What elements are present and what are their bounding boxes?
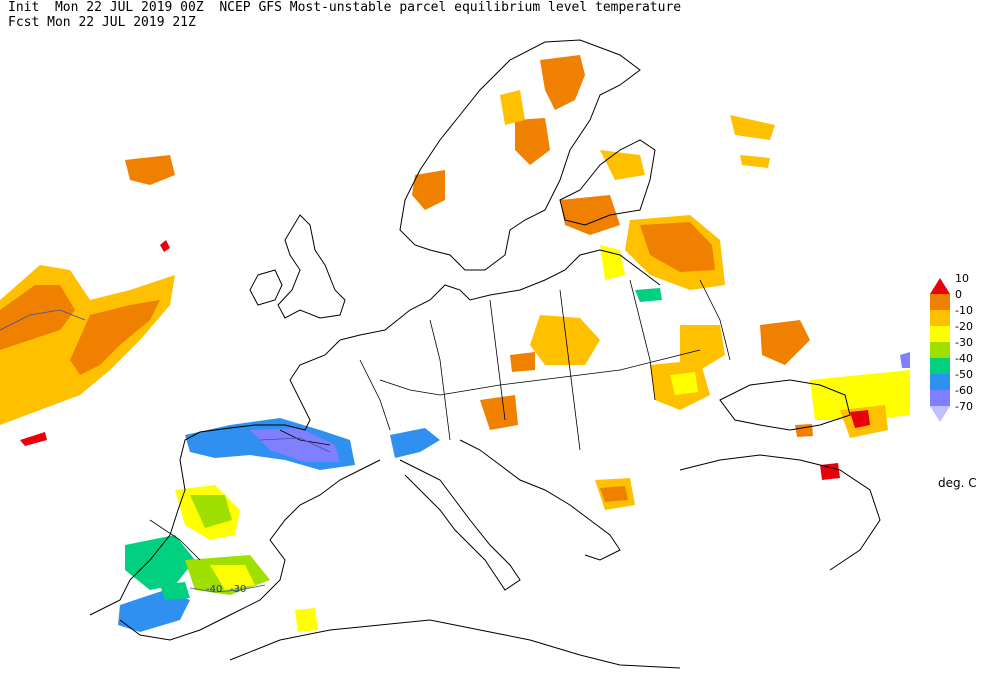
coastlines	[89, 39, 881, 669]
field-greece-dark	[600, 486, 628, 502]
legend-swatch	[930, 406, 950, 422]
field-pyrenees-purple	[250, 428, 340, 462]
field-hu-orange	[510, 352, 535, 372]
contour-label-2: -30	[230, 584, 247, 595]
field-ukraine-orange	[760, 320, 810, 365]
temperature-field	[0, 55, 910, 632]
legend-label: -50	[955, 368, 973, 381]
field-turkey-red2	[820, 463, 840, 480]
legend-swatch	[930, 294, 950, 310]
contour-lines	[0, 309, 331, 593]
field-balkan-orange	[480, 395, 518, 430]
legend-units: deg. C	[938, 476, 977, 490]
legend-label: -60	[955, 384, 973, 397]
field-east-purple	[900, 352, 910, 368]
field-iberia-blue	[118, 590, 190, 632]
field-north-yellow	[730, 115, 775, 140]
field-alps-blue	[390, 428, 440, 458]
field-atlantic-north	[125, 155, 175, 185]
legend-label: 0	[955, 288, 962, 301]
field-iberia-green	[125, 535, 195, 590]
legend-swatch	[930, 358, 950, 374]
national-borders	[149, 279, 731, 561]
field-scand-orange2	[515, 118, 550, 165]
field-baltic-yellow	[600, 245, 625, 280]
field-scand-orange	[540, 55, 585, 110]
legend-swatch	[930, 326, 950, 342]
legend-swatch	[930, 390, 950, 406]
legend-label: -30	[955, 336, 973, 349]
legend-label: -40	[955, 352, 973, 365]
legend	[930, 278, 950, 422]
field-romania-lime	[670, 372, 698, 395]
legend-label: -20	[955, 320, 973, 333]
field-iberia-yellow2	[210, 565, 255, 590]
field-iberia-teal	[160, 582, 190, 600]
legend-swatch	[930, 374, 950, 390]
field-iberia-lime	[190, 495, 232, 528]
legend-label: -10	[955, 304, 973, 317]
field-red-speck	[20, 432, 47, 446]
legend-swatch	[930, 310, 950, 326]
legend-swatch	[930, 278, 950, 294]
header-forecast: Fcst Mon 22 JUL 2019 21Z	[8, 15, 196, 30]
field-atlantic-dark2	[70, 300, 160, 375]
field-atlantic-dark	[0, 285, 75, 350]
field-turkey-orange2	[795, 424, 813, 437]
field-red-speck2	[160, 240, 170, 252]
field-russia-dark	[640, 222, 715, 272]
contour-label-1: -40	[206, 584, 223, 595]
field-fin-yellow	[600, 150, 645, 180]
legend-label: -70	[955, 400, 973, 413]
legend-swatch	[930, 342, 950, 358]
legend-label: 10	[955, 272, 969, 285]
field-north-yellow2	[740, 155, 770, 168]
field-scand-orange3	[412, 170, 445, 210]
field-baltic-green	[635, 288, 662, 302]
field-turkey-red	[850, 410, 870, 428]
field-fin-orange	[560, 195, 620, 235]
field-ukraine-yellow	[680, 325, 725, 370]
header-init: Init Mon 22 JUL 2019 00Z NCEP GFS Most-u…	[8, 0, 682, 15]
field-poland-yellow	[530, 315, 600, 365]
field-iberia-yellow3	[295, 608, 318, 632]
field-scand-yellow	[500, 90, 525, 125]
